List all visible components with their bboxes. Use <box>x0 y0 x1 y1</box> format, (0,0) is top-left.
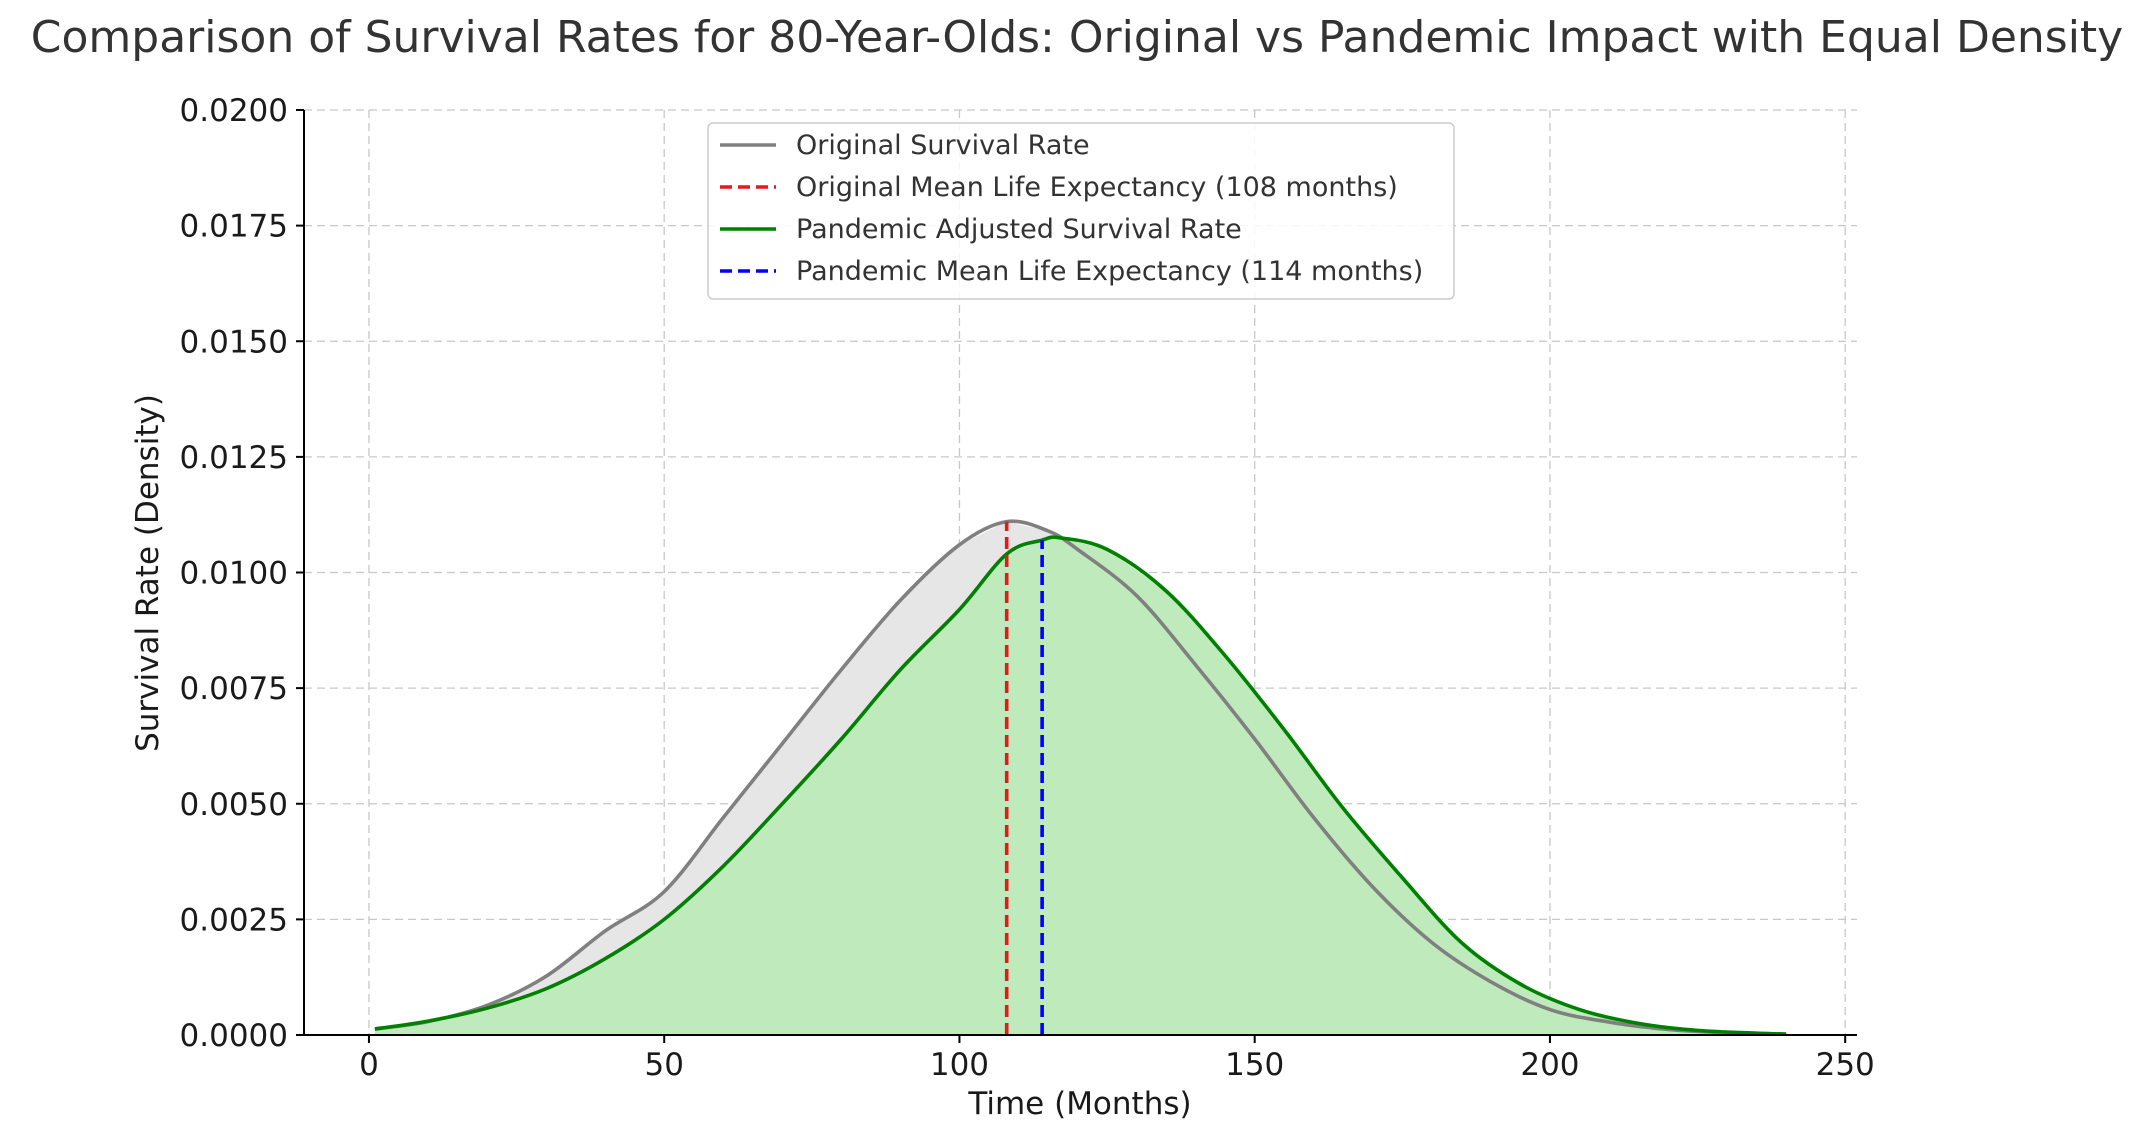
y-tick-label: 0.0050 <box>180 787 288 823</box>
y-tick-label: 0.0075 <box>180 671 288 707</box>
x-tick-label: 200 <box>1520 1047 1579 1083</box>
x-tick-label: 250 <box>1816 1047 1875 1083</box>
y-tick-label: 0.0125 <box>180 440 288 476</box>
x-tick-label: 50 <box>644 1047 683 1083</box>
y-tick-label: 0.0200 <box>180 93 288 129</box>
y-tick-label: 0.0025 <box>180 902 288 938</box>
y-tick-label: 0.0150 <box>180 324 288 360</box>
series-area-2 <box>374 537 1787 1035</box>
legend-label: Original Mean Life Expectancy (108 month… <box>796 172 1398 203</box>
x-axis-label: Time (Months) <box>967 1086 1191 1122</box>
y-axis-label: Survival Rate (Density) <box>130 394 166 752</box>
x-tick-label: 0 <box>359 1047 379 1083</box>
legend-label: Original Survival Rate <box>796 130 1090 161</box>
y-tick-label: 0.0000 <box>180 1018 288 1054</box>
legend-box <box>707 122 1455 300</box>
legend-label: Pandemic Mean Life Expectancy (114 month… <box>796 256 1423 287</box>
area-fills <box>374 521 1787 1035</box>
y-ticks: 0.0000 0.0025 0.0050 0.0075 0.0100 0.0125 0.01… <box>180 93 304 1054</box>
legend: Original Survival Rate Original Mean Life… <box>707 122 1455 300</box>
x-tick-label: 150 <box>1225 1047 1284 1083</box>
chart-title: Comparison of Survival Rates for 80-Year… <box>31 12 2123 63</box>
x-ticks: 0 50 100 150 200 250 <box>359 1035 1875 1083</box>
series-lines <box>374 519 1787 1036</box>
series-line-2 <box>374 535 1787 1036</box>
x-tick-label: 100 <box>930 1047 989 1083</box>
legend-label: Pandemic Adjusted Survival Rate <box>796 214 1242 245</box>
y-tick-label: 0.0100 <box>180 556 288 592</box>
y-tick-label: 0.0175 <box>180 209 288 245</box>
